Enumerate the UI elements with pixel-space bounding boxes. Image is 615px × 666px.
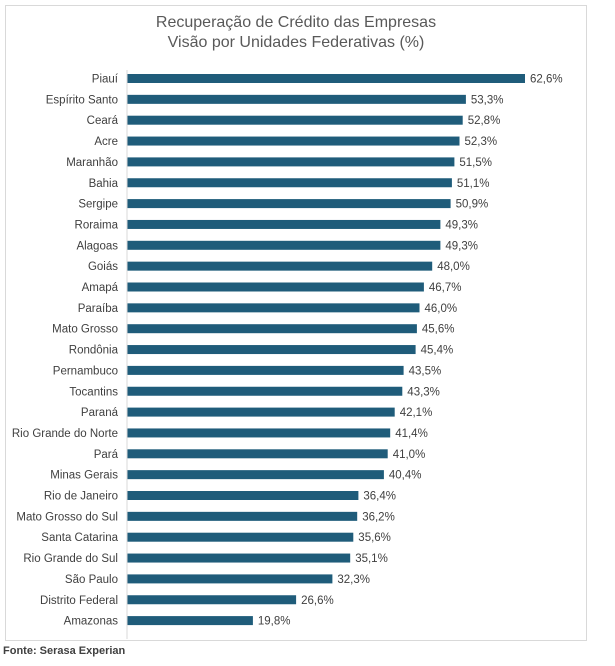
category-label: Sergipe	[78, 199, 118, 211]
category-label: Goiás	[88, 261, 118, 273]
data-label: 48,0%	[437, 261, 470, 273]
category-label: Bahia	[89, 178, 119, 190]
bar	[127, 470, 384, 480]
bar	[127, 574, 333, 584]
data-label: 51,1%	[457, 178, 490, 190]
bar	[127, 491, 359, 500]
bar	[127, 449, 388, 459]
bar	[127, 553, 351, 563]
category-label: Rondônia	[69, 345, 119, 357]
bar	[127, 240, 441, 250]
chart-title-line-1: Recuperação de Crédito das Empresas	[155, 14, 437, 31]
bar	[127, 345, 416, 355]
category-label: Rio Grande do Norte	[12, 428, 118, 440]
category-label: Ceará	[87, 115, 119, 127]
category-label: Distrito Federal	[40, 595, 118, 607]
bar	[127, 115, 463, 125]
data-label: 53,3%	[471, 94, 504, 106]
bar	[127, 261, 433, 271]
bar	[127, 199, 451, 209]
category-label: Mato Grosso	[52, 324, 118, 336]
bar	[127, 303, 420, 313]
category-label: Roraima	[75, 219, 119, 231]
bar	[127, 178, 452, 188]
data-label: 51,5%	[459, 157, 492, 169]
data-label: 62,6%	[530, 74, 563, 86]
category-label: Rio Grande do Sul	[23, 553, 118, 565]
category-label: Maranhão	[66, 157, 118, 169]
bar	[127, 407, 395, 417]
source-note: Fonte: Serasa Experian	[3, 645, 126, 657]
data-label: 50,9%	[456, 199, 489, 211]
data-label: 40,4%	[389, 470, 422, 482]
data-label: 19,8%	[258, 616, 291, 628]
data-label: 36,4%	[363, 491, 396, 503]
data-label: 43,3%	[407, 386, 440, 398]
bar	[127, 324, 417, 334]
chart-title: Recuperação de Crédito das Empresas Visã…	[5, 13, 587, 53]
data-label: 49,3%	[445, 219, 478, 231]
data-label: 32,3%	[337, 574, 370, 586]
category-label: Amapá	[82, 282, 119, 294]
data-label: 35,1%	[355, 553, 388, 565]
category-label: Acre	[94, 136, 118, 148]
category-label: Mato Grosso do Sul	[16, 511, 118, 523]
bar	[127, 511, 358, 521]
bar	[127, 365, 404, 375]
data-label: 41,0%	[393, 449, 426, 461]
category-label: Paraná	[81, 407, 119, 419]
bar	[127, 282, 424, 292]
category-label: Piauí	[92, 74, 119, 86]
data-label: 36,2%	[362, 511, 395, 523]
data-label: 49,3%	[445, 240, 478, 252]
category-label: Amazonas	[64, 616, 119, 628]
bar	[127, 157, 455, 167]
data-label: 46,0%	[425, 303, 458, 315]
category-label: Rio de Janeiro	[44, 491, 118, 503]
bar	[127, 616, 253, 626]
bar	[127, 136, 460, 146]
bar	[127, 74, 525, 83]
data-label: 43,5%	[409, 365, 442, 377]
category-label: Pará	[94, 449, 119, 461]
data-label: 52,8%	[468, 115, 501, 127]
data-label: 45,4%	[421, 345, 454, 357]
category-label: Tocantins	[69, 386, 118, 398]
category-label: Paraíba	[78, 303, 119, 315]
category-label: Espírito Santo	[46, 94, 118, 106]
data-label: 41,4%	[395, 428, 428, 440]
bar	[127, 386, 403, 396]
data-label: 26,6%	[301, 595, 334, 607]
category-label: Minas Gerais	[50, 470, 118, 482]
data-label: 46,7%	[429, 282, 462, 294]
category-label: Santa Catarina	[41, 532, 118, 544]
data-label: 52,3%	[465, 136, 498, 148]
category-label: Pernambuco	[53, 365, 118, 377]
category-label: Alagoas	[76, 240, 118, 252]
bar	[127, 219, 441, 229]
bar	[127, 595, 297, 605]
data-label: 35,6%	[358, 532, 391, 544]
data-label: 42,1%	[400, 407, 433, 419]
bar	[127, 428, 391, 438]
data-label: 45,6%	[422, 324, 455, 336]
bar	[127, 94, 466, 104]
chart-title-line-2: Visão por Unidades Federativas (%)	[167, 34, 425, 51]
bar	[127, 532, 354, 542]
category-label: São Paulo	[65, 574, 118, 586]
